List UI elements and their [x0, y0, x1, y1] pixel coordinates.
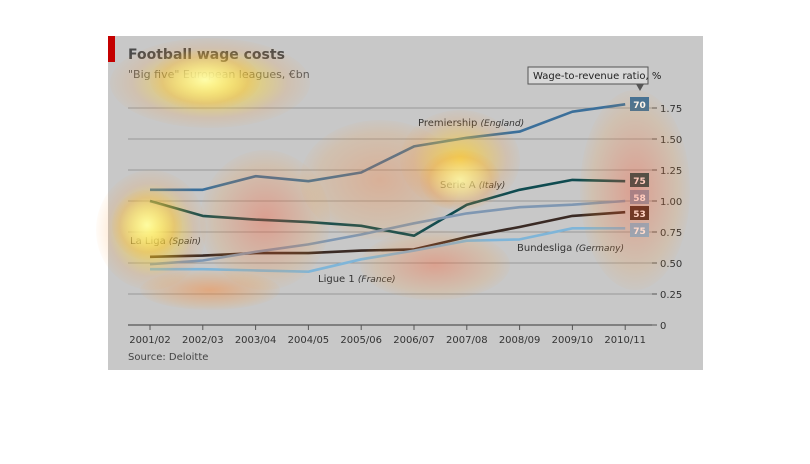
x-tick-label: 2009/10: [552, 335, 594, 346]
x-tick-label: 2005/06: [340, 335, 382, 346]
series-line-la-liga: [149, 210, 626, 259]
x-tick-label: 2008/09: [499, 335, 541, 346]
y-tick-label: 1.25: [660, 166, 682, 177]
y-tick-label: 1.75: [660, 104, 682, 115]
y-tick-label: 1.50: [660, 135, 682, 146]
series-label: Bundesliga (Germany): [517, 243, 624, 254]
ratio-legend-title: Wage-to-revenue ratio, %: [533, 71, 661, 82]
x-tick-label: 2010/11: [604, 335, 646, 346]
ratio-legend-box: [527, 66, 649, 85]
x-tick-label: 2002/03: [182, 335, 224, 346]
x-tick-label: 2001/02: [129, 335, 171, 346]
ratio-label: 70: [633, 101, 646, 111]
chart-subtitle: "Big five" European leagues, €bn: [128, 68, 310, 81]
series-line-serie-a: [149, 178, 626, 237]
x-tick-label: 2006/07: [393, 335, 435, 346]
ratio-box: [630, 206, 649, 220]
series-label: Ligue 1 (France): [318, 274, 396, 285]
series-line-premiership: [150, 103, 626, 192]
series-line-ligue-1: [150, 227, 626, 274]
chart-title: Football wage costs: [128, 47, 285, 63]
series-line-bundesliga: [149, 199, 626, 266]
ratio-legend-pointer: [636, 84, 644, 91]
ratio-box: [630, 173, 649, 187]
y-tick-label: 1.00: [660, 197, 682, 208]
ratio-box: [630, 190, 649, 204]
ratio-box: [630, 97, 649, 111]
x-tick-label: 2004/05: [288, 335, 330, 346]
series-label: La Liga (Spain): [130, 236, 201, 247]
y-tick-label: 0.50: [660, 259, 682, 270]
series-label: Serie A (Italy): [440, 180, 505, 191]
y-tick-label: 0.25: [660, 290, 682, 301]
x-tick-label: 2007/08: [446, 335, 488, 346]
y-tick-label: 0: [660, 321, 666, 332]
series-label: Premiership (England): [418, 118, 524, 129]
ratio-label: 53: [633, 210, 646, 220]
ratio-label: 58: [633, 194, 646, 204]
ratio-label: 75: [633, 227, 646, 237]
y-tick-label: 0.75: [660, 228, 682, 239]
x-tick-label: 2003/04: [235, 335, 277, 346]
ratio-box: [630, 223, 649, 237]
source-note: Source: Deloitte: [128, 352, 209, 363]
ratio-label: 75: [633, 177, 646, 187]
